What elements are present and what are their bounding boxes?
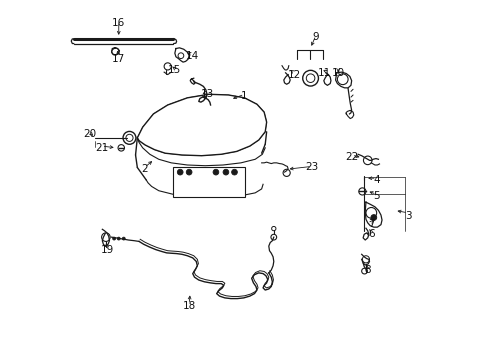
Circle shape: [117, 237, 120, 240]
Text: 10: 10: [331, 68, 344, 78]
Text: 6: 6: [367, 229, 374, 239]
Circle shape: [112, 237, 115, 240]
Text: 16: 16: [112, 18, 125, 28]
Circle shape: [177, 169, 183, 175]
Circle shape: [223, 169, 228, 175]
Text: 3: 3: [405, 211, 411, 221]
Circle shape: [213, 169, 218, 175]
Text: 19: 19: [100, 245, 113, 255]
Circle shape: [186, 169, 192, 175]
Text: 21: 21: [95, 143, 108, 153]
Text: 23: 23: [305, 162, 318, 172]
Text: 5: 5: [373, 191, 379, 201]
Text: 17: 17: [112, 54, 125, 64]
Text: 13: 13: [200, 89, 213, 99]
Text: 12: 12: [287, 69, 301, 80]
Text: 2: 2: [141, 164, 147, 174]
Text: 15: 15: [168, 65, 181, 75]
Text: 14: 14: [186, 51, 199, 61]
Text: 11: 11: [318, 68, 331, 78]
Text: 20: 20: [83, 129, 97, 139]
Text: 1: 1: [241, 91, 247, 101]
Text: 18: 18: [182, 301, 195, 311]
Text: 9: 9: [312, 32, 319, 42]
Bar: [173, 167, 244, 197]
Text: 7: 7: [367, 219, 374, 229]
Polygon shape: [137, 94, 266, 156]
Circle shape: [122, 237, 125, 240]
Circle shape: [370, 215, 376, 220]
Text: 8: 8: [364, 265, 370, 275]
Text: 4: 4: [373, 175, 379, 185]
Circle shape: [231, 169, 237, 175]
Text: 22: 22: [345, 152, 358, 162]
